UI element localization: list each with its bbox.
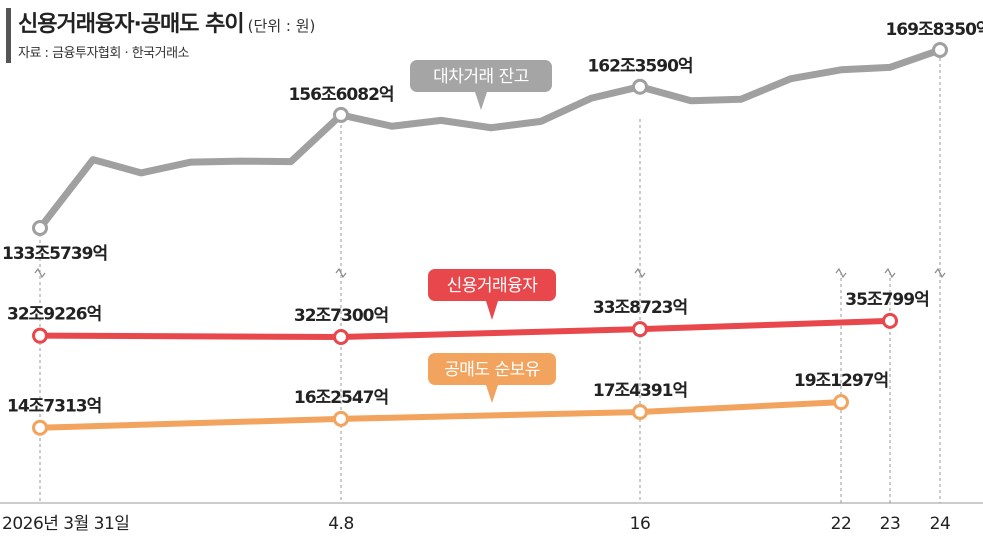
chart-title-text: 신용거래융자·공매도 추이 [18, 12, 245, 37]
x-tick-label: 23 [880, 514, 901, 534]
data-point-marker [32, 220, 48, 236]
data-point-marker [632, 78, 648, 95]
x-tick-label: 2026년 3월 31일 [2, 514, 129, 534]
data-point-marker [833, 394, 849, 411]
data-label: 169조8350억 [885, 20, 983, 40]
series-name-label: 신용거래융자 [447, 276, 539, 296]
data-label: 17조4391억 [593, 381, 687, 401]
unit-label: (단위 : 원) [247, 17, 316, 35]
data-point-marker [333, 410, 349, 427]
data-point-marker [632, 321, 648, 338]
data-label: 162조3590억 [587, 57, 692, 77]
axis-break-mark [934, 267, 946, 279]
data-label: 16조2547억 [294, 388, 388, 408]
series-callout-box [428, 353, 556, 385]
series-name-label: 대차거래 잔고 [433, 67, 529, 87]
axis-break-mark [34, 267, 46, 279]
data-label: 35조799억 [845, 290, 928, 310]
axis-break-mark [835, 267, 847, 279]
data-label: 133조5739억 [2, 244, 107, 264]
axis-break-mark [335, 267, 347, 279]
data-point-marker [32, 327, 48, 344]
data-point-marker [882, 312, 898, 329]
series-name-label: 공매도 순보유 [444, 360, 540, 380]
data-point-marker [333, 328, 349, 345]
data-label: 32조9226억 [7, 305, 101, 325]
data-label: 32조7300억 [294, 306, 388, 326]
series-callout-pointer [486, 301, 498, 320]
data-label: 33조8723억 [593, 298, 687, 318]
axis-break-mark [634, 267, 646, 279]
series-line [37, 317, 893, 340]
source-label: 자료 : 금융투자협회 · 한국거래소 [18, 46, 190, 61]
series-callout-pointer [486, 385, 498, 403]
data-point-marker [333, 106, 349, 123]
data-point-marker [32, 419, 48, 436]
axis-break-mark [884, 267, 896, 279]
chart-title: 신용거래융자·공매도 추이 (단위 : 원) [18, 6, 315, 38]
series-callout-box [410, 60, 552, 92]
series-callout-pointer [475, 92, 487, 110]
title-accent-bar [6, 8, 11, 63]
data-label: 156조6082억 [288, 85, 393, 105]
data-point-marker [932, 42, 948, 58]
x-tick-label: 22 [831, 514, 852, 534]
x-tick-label: 4.8 [328, 514, 354, 534]
data-point-marker [632, 403, 648, 420]
data-label: 19조1297억 [794, 371, 888, 391]
series-line [37, 399, 844, 431]
data-label: 14조7313억 [7, 397, 101, 417]
x-tick-label: 24 [930, 514, 951, 534]
series-callout-box [428, 269, 556, 301]
series-line [36, 46, 944, 232]
x-tick-label: 16 [630, 514, 651, 534]
